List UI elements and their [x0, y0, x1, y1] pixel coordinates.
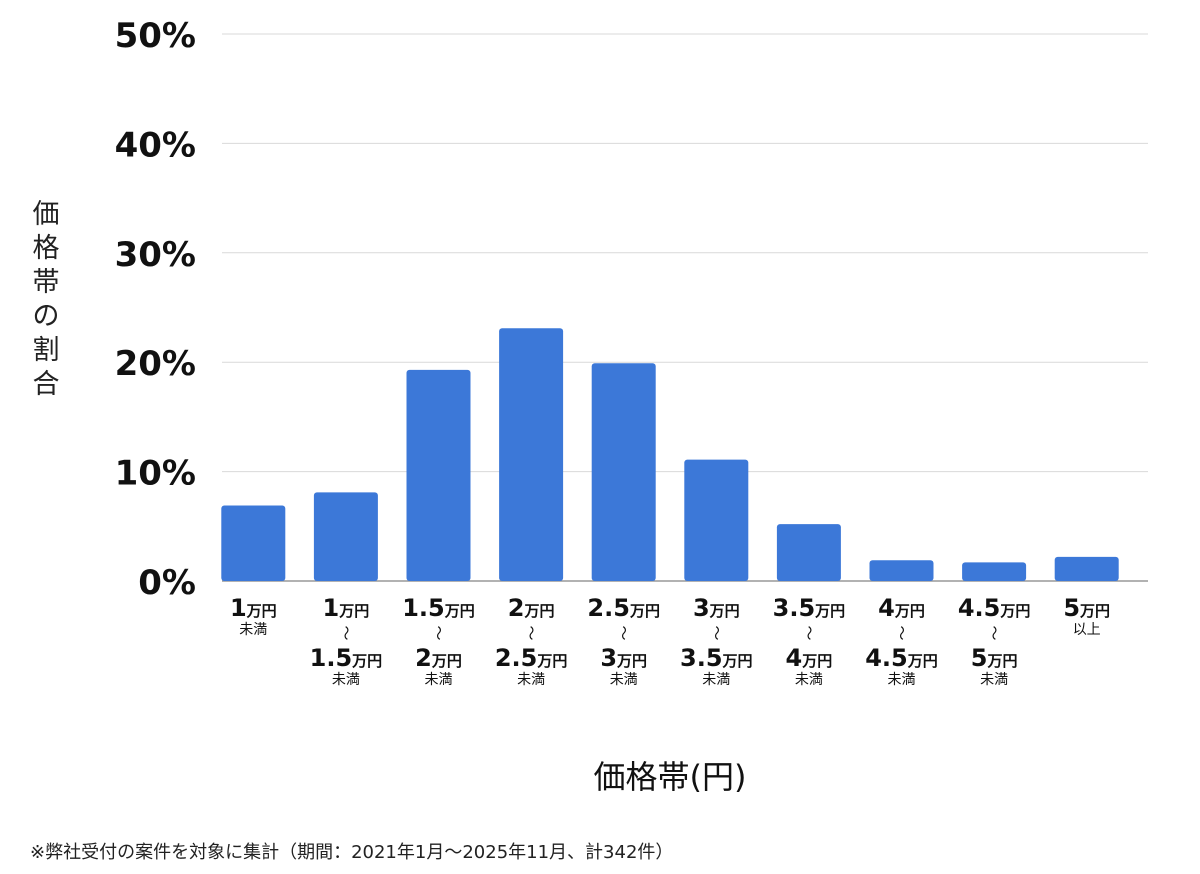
bar	[221, 505, 286, 581]
y-tick-label: 20%	[115, 344, 196, 384]
x-tick-amount: 1万円	[323, 594, 370, 622]
x-tick-amount: 2万円	[415, 644, 462, 672]
x-tick-amount: 3万円	[693, 594, 740, 622]
x-tick-range-tilde: 〜	[800, 625, 818, 640]
x-tick-note: 未満	[425, 672, 453, 688]
bar	[313, 492, 378, 581]
bar	[406, 369, 471, 581]
x-axis-title: 価格帯(円)	[593, 758, 747, 796]
x-tick-amount: 4.5万円	[865, 644, 938, 672]
bar	[869, 560, 934, 581]
x-tick-amount: 5万円	[971, 644, 1018, 672]
x-tick-range-tilde: 〜	[337, 625, 355, 640]
y-axis-title-char: 格	[32, 233, 60, 264]
x-tick-note: 未満	[888, 672, 916, 688]
bar	[499, 328, 564, 581]
x-tick-range-tilde: 〜	[985, 625, 1003, 640]
x-tick-note: 以上	[1073, 622, 1101, 638]
footnote: ※弊社受付の案件を対象に集計（期間：2021年1月〜2025年11月、計342件…	[30, 842, 674, 863]
bars	[221, 328, 1119, 581]
y-axis-title: 価格帯の割合	[28, 198, 64, 402]
x-tick-amount: 1.5万円	[310, 644, 383, 672]
x-tick-range-tilde: 〜	[430, 625, 448, 640]
x-axis-ticks: 1万円未満1万円〜1.5万円未満1.5万円〜2万円未満2万円〜2.5万円未満2.…	[230, 594, 1110, 688]
x-tick-amount: 2.5万円	[495, 644, 568, 672]
x-tick-amount: 3万円	[600, 644, 647, 672]
x-tick-amount: 5万円	[1063, 594, 1110, 622]
x-tick-amount: 2万円	[508, 594, 555, 622]
x-tick-note: 未満	[795, 672, 823, 688]
y-tick-label: 30%	[115, 235, 196, 275]
y-axis-title-char: 帯	[32, 267, 60, 298]
x-tick-note: 未満	[517, 672, 545, 688]
x-tick-note: 未満	[332, 672, 360, 688]
x-tick-amount: 4万円	[786, 644, 833, 672]
y-axis-title-char: 価	[32, 199, 60, 230]
bar	[684, 459, 749, 581]
x-tick-amount: 3.5万円	[773, 594, 846, 622]
y-tick-label: 50%	[115, 16, 196, 56]
x-tick-range-tilde: 〜	[615, 625, 633, 640]
y-tick-label: 0%	[138, 563, 196, 603]
y-axis-title-char: の	[32, 301, 60, 332]
x-tick-amount: 3.5万円	[680, 644, 753, 672]
x-tick-amount: 1.5万円	[402, 594, 475, 622]
x-tick-range-tilde: 〜	[707, 625, 725, 640]
x-tick-range-tilde: 〜	[522, 625, 540, 640]
bar	[962, 562, 1027, 581]
y-tick-label: 40%	[115, 125, 196, 165]
y-axis-ticks: 0% 10% 20% 30% 40% 50%	[115, 16, 196, 603]
x-tick-amount: 1万円	[230, 594, 277, 622]
bar	[1054, 556, 1119, 581]
y-axis-title-char: 割	[32, 335, 60, 366]
x-tick-note: 未満	[702, 672, 730, 688]
x-tick-range-tilde: 〜	[893, 625, 911, 640]
x-tick-amount: 4万円	[878, 594, 925, 622]
x-tick-note: 未満	[980, 672, 1008, 688]
y-tick-label: 10%	[115, 454, 196, 494]
x-tick-note: 未満	[239, 622, 267, 638]
x-tick-amount: 2.5万円	[587, 594, 660, 622]
y-axis-title-char: 合	[32, 369, 60, 400]
bar	[591, 363, 656, 581]
x-tick-note: 未満	[610, 672, 638, 688]
x-tick-amount: 4.5万円	[958, 594, 1031, 622]
bar	[776, 524, 841, 581]
